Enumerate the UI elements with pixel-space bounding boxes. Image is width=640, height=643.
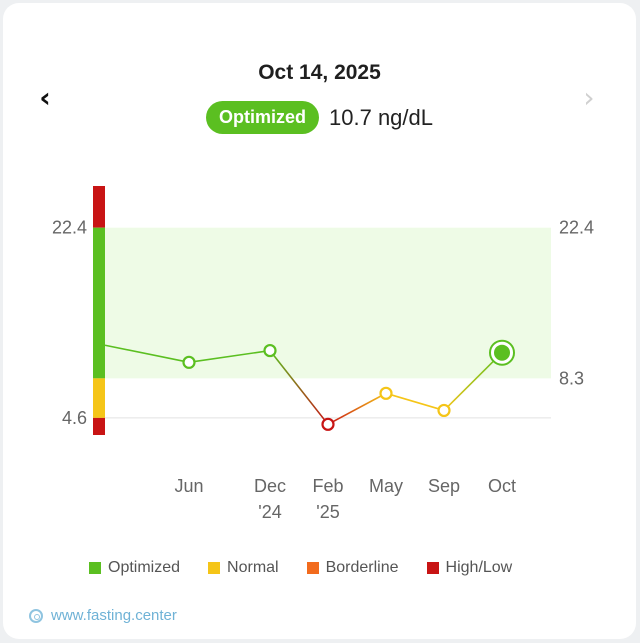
series-line-segment [269,350,329,425]
y-tick-label-right: 22.4 [559,218,594,238]
x-tick-label-year: '25 [316,502,339,522]
chevron-left-icon: ‹ [39,81,51,114]
reading-value: 10.7 ng/dL [329,104,433,130]
legend-label: Borderline [325,559,399,576]
chart-card: ‹ › Oct 14, 2025 Optimized 10.7 ng/dL 4.… [3,3,636,639]
series-line-segment [188,349,271,364]
data-point[interactable] [494,344,510,361]
chevron-right-icon: › [583,81,595,114]
x-tick-label: Sep [428,476,460,496]
footer-link[interactable]: www.fasting.center [51,607,177,624]
legend-item: Optimized [89,559,180,577]
data-point[interactable] [182,355,196,369]
legend-swatch [426,562,439,574]
prev-button[interactable]: ‹ [29,83,61,113]
series-line-segment [443,352,503,411]
series-line-segment [327,392,387,426]
legend-swatch [208,562,221,574]
y-tick-label-right: 8.3 [559,368,584,388]
legend-item: Borderline [306,559,399,577]
x-tick-label-year: '24 [258,502,281,522]
legend-item: High/Low [426,559,513,577]
footer: www.fasting.center [29,607,177,624]
range-bar-segment [93,227,105,379]
x-tick-label: Jun [174,476,203,496]
data-point[interactable] [263,343,277,358]
legend-label: Normal [227,559,279,576]
legend: Optimized Normal Borderline High/Low [89,559,512,577]
y-tick-label-left: 4.6 [62,408,87,428]
legend-swatch [306,562,319,574]
optimized-band [105,227,551,379]
range-bar-cap-bottom [93,425,105,435]
series-line-segment [385,392,445,412]
next-button[interactable]: › [573,83,605,113]
series-line-segment [104,344,190,364]
line-chart: 4.6 22.4 8.3 22.4 Jun Dec '24 Feb '25 May Sep Oct [52,186,594,522]
data-point[interactable] [437,403,451,418]
x-tick-label: Feb [312,476,343,496]
legend-item: Normal [208,559,279,577]
x-tick-label: May [369,476,403,496]
legend-label: High/Low [445,559,513,576]
status-badge: Optimized [206,101,320,134]
data-point[interactable] [321,417,335,431]
y-tick-label-left: 22.4 [52,218,87,238]
range-bar-cap-top [93,186,105,196]
range-bar-segment [93,378,105,418]
x-tick-label: Dec [254,476,286,496]
range-bar-segment [93,186,105,228]
reading-date: Oct 14, 2025 [258,61,381,84]
legend-swatch [89,562,101,574]
swirl-logo-icon [29,608,43,623]
status-row: Optimized 10.7 ng/dL [3,101,636,134]
legend-label: Optimized [108,559,181,576]
x-tick-label: Oct [488,476,516,496]
data-point[interactable] [379,386,393,400]
